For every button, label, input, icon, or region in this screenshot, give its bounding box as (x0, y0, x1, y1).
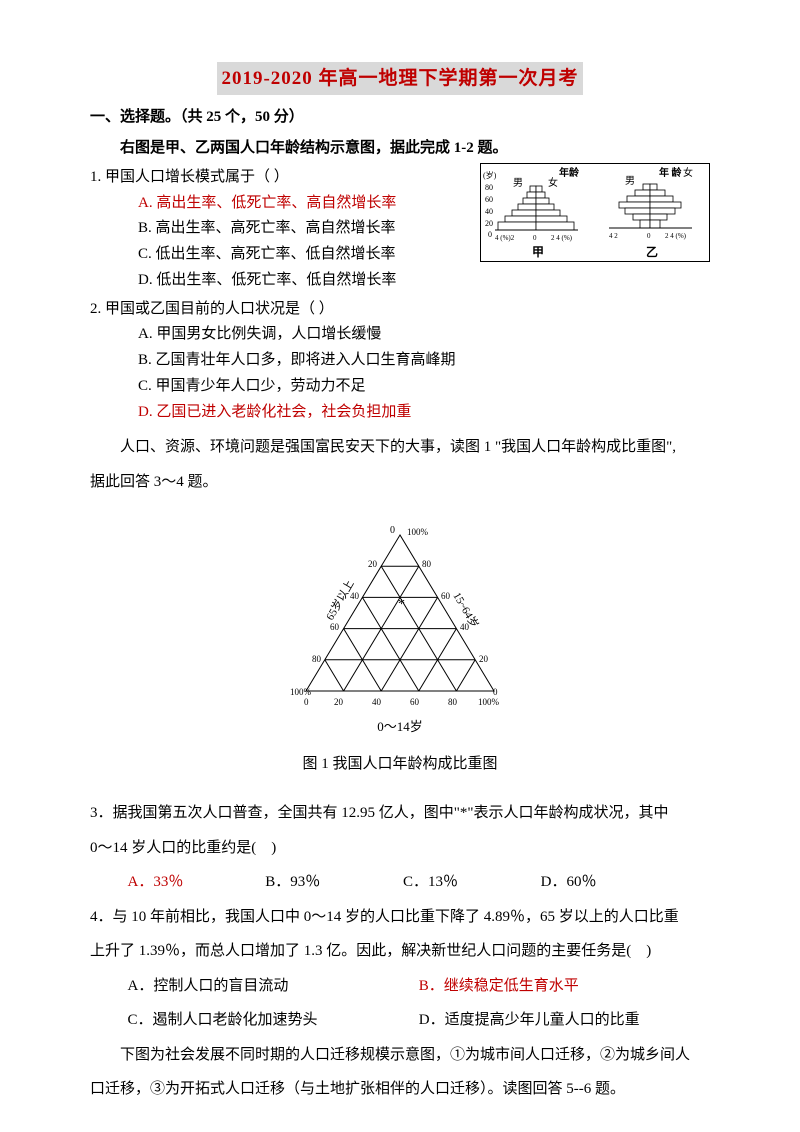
q3-options: A．33％ B．93％ C．13％ D．60％ (90, 865, 710, 900)
svg-text:80: 80 (485, 183, 493, 192)
svg-text:100%: 100% (407, 527, 429, 537)
svg-text:女: 女 (683, 166, 693, 179)
intro-1: 右图是甲、乙两国人口年龄结构示意图，据此完成 1-2 题。 (90, 136, 710, 161)
triangle-bottom-label: 0～14岁 (90, 716, 710, 737)
page-title: 2019-2020 年高一地理下学期第一次月考 (217, 62, 582, 95)
q2-opt-d: D. 乙国已进入老龄化社会，社会负担加重 (90, 400, 710, 425)
q3-stem-b: 0～14 岁人口的比重约是( ) (90, 831, 710, 866)
figure-1-caption: 图 1 我国人口年龄构成比重图 (90, 752, 710, 777)
pyramid-chart: 年龄 男 女 (岁) 80 60 40 20 0 (480, 163, 710, 262)
pyramid-left-caption: 甲 (483, 246, 593, 259)
svg-text:0: 0 (390, 525, 395, 536)
q3-stem-a: 3．据我国第五次人口普查，全国共有 12.95 亿人，图中"*"表示人口年龄构成… (90, 796, 710, 831)
svg-text:20: 20 (479, 654, 489, 664)
svg-text:2 4 (%): 2 4 (%) (551, 234, 573, 242)
svg-text:60: 60 (330, 622, 340, 632)
svg-text:2 4 (%): 2 4 (%) (665, 232, 687, 240)
q4-stem-b: 上升了 1.39％，而总人口增加了 1.3 亿。因此，解决新世纪人口问题的主要任… (90, 934, 710, 969)
svg-text:4 2: 4 2 (609, 232, 618, 240)
female-label: 女 (548, 176, 558, 189)
svg-text:20: 20 (368, 559, 378, 569)
q4-stem-a: 4．与 10 年前相比，我国人口中 0～14 岁的人口比重下降了 4.89％，6… (90, 900, 710, 935)
svg-text:男: 男 (625, 175, 635, 187)
svg-text:80: 80 (448, 697, 458, 707)
svg-text:60: 60 (410, 697, 420, 707)
svg-text:100%: 100% (290, 687, 312, 697)
q4-opt-c: C．遏制人口老龄化加速势头 (128, 1003, 419, 1038)
q2-opt-b: B. 乙国青壮年人口多，即将进入人口生育高峰期 (90, 348, 710, 373)
svg-text:年 龄: 年 龄 (659, 166, 683, 179)
pyramid-right-svg: 年 龄 男 女 4 2 0 2 4 (%) (597, 166, 707, 246)
intro-2a: 人口、资源、环境问题是强国富民安天下的大事，读图 1 "我国人口年龄构成比重图"… (90, 430, 710, 465)
svg-text:60: 60 (441, 591, 451, 601)
svg-text:100%: 100% (478, 697, 500, 707)
q1-opt-d: D. 低出生率、低死亡率、低自然增长率 (90, 268, 710, 293)
svg-text:0: 0 (647, 232, 651, 240)
pyramid-left-svg: 年龄 男 女 (岁) 80 60 40 20 0 (483, 166, 593, 246)
svg-text:0: 0 (533, 234, 537, 242)
svg-text:20: 20 (485, 219, 493, 228)
q2-opt-c: C. 甲国青少年人口少，劳动力不足 (90, 374, 710, 399)
svg-text:0: 0 (304, 697, 309, 707)
triangle-star: * (398, 597, 405, 612)
svg-text:0: 0 (493, 687, 498, 697)
q3-opt-c: C．13％ (403, 865, 537, 900)
axis-label: 年龄 (559, 166, 580, 179)
svg-text:40: 40 (372, 697, 382, 707)
svg-text:80: 80 (422, 559, 432, 569)
svg-text:40: 40 (485, 207, 493, 216)
q3-opt-b: B．93％ (265, 865, 399, 900)
svg-text:20: 20 (334, 697, 344, 707)
pyramid-right-caption: 乙 (597, 246, 707, 259)
q3-opt-a: A．33％ (128, 865, 262, 900)
svg-text:0: 0 (488, 230, 492, 239)
q2-opt-a: A. 甲国男女比例失调，人口增长缓慢 (90, 322, 710, 347)
svg-text:80: 80 (312, 654, 322, 664)
q4-opt-a: A．控制人口的盲目流动 (128, 969, 419, 1004)
q4-opt-d: D．适度提高少年儿童人口的比重 (419, 1003, 710, 1038)
intro-3b: 口迁移，③为开拓式人口迁移（与土地扩张相伴的人口迁移）。读图回答 5--6 题。 (90, 1072, 710, 1107)
triangle-chart: 0100% 2080 4060 6040 8020 100%0 20 40 60… (90, 523, 710, 737)
q2-stem: 2. 甲国或乙国目前的人口状况是（ ） (90, 297, 710, 322)
section-heading: 一、选择题。（共 25 个，50 分） (90, 105, 710, 130)
svg-text:(岁): (岁) (483, 170, 497, 180)
svg-text:4 (%)2: 4 (%)2 (495, 234, 515, 242)
intro-2b: 据此回答 3～4 题。 (90, 465, 710, 500)
male-label: 男 (513, 177, 523, 189)
q4-opt-b: B．继续稳定低生育水平 (419, 969, 710, 1004)
svg-text:60: 60 (485, 195, 493, 204)
intro-3a: 下图为社会发展不同时期的人口迁移规模示意图，①为城市间人口迁移，②为城乡间人 (90, 1038, 710, 1073)
q3-opt-d: D．60％ (541, 865, 675, 900)
